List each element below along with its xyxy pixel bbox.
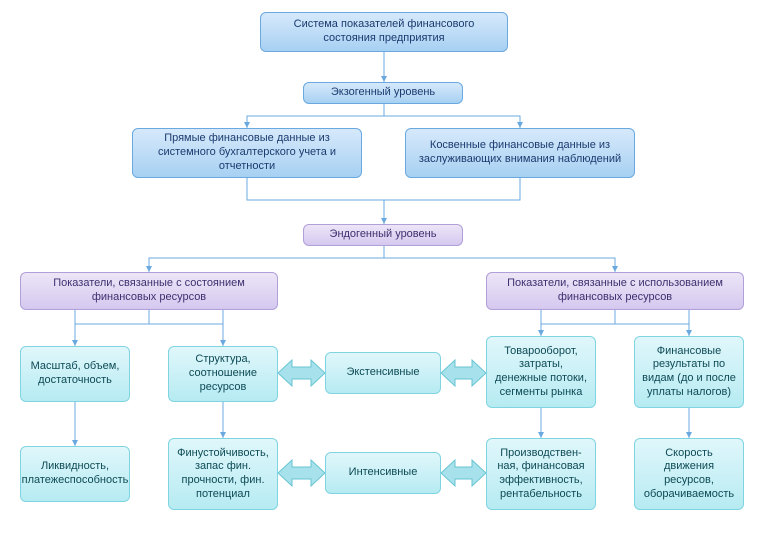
node-label: Эндогенный уровень xyxy=(330,228,437,242)
node-label: Товарооборот, затраты, денежные потоки, … xyxy=(493,345,589,400)
node-root: Система показателей финансового состояни… xyxy=(260,12,508,52)
node-label: Косвенные финансовые данные из заслужива… xyxy=(412,139,628,167)
node-scale: Масштаб, объем, достаточность xyxy=(20,346,130,402)
node-struct: Структура, соотношение ресурсов xyxy=(168,346,278,402)
node-label: Финустойчивость, запас фин. прочности, ф… xyxy=(175,447,271,502)
node-stability: Финустойчивость, запас фин. прочности, ф… xyxy=(168,438,278,510)
double-arrow-left-int xyxy=(278,458,325,488)
node-liquid: Ликвидность, платежеспособность xyxy=(20,446,130,502)
node-label: Финансовые результаты по видам (до и пос… xyxy=(641,345,737,400)
node-label: Масштаб, объем, достаточность xyxy=(27,360,123,388)
node-turnover: Товарооборот, затраты, денежные потоки, … xyxy=(486,336,596,408)
node-int: Интенсивные xyxy=(325,452,441,494)
node-endo: Эндогенный уровень xyxy=(303,224,463,246)
node-label: Производствен-ная, финансовая эффективно… xyxy=(493,447,589,502)
node-finres: Финансовые результаты по видам (до и пос… xyxy=(634,336,744,408)
double-arrow-left-ext xyxy=(278,358,325,388)
node-prod: Производствен-ная, финансовая эффективно… xyxy=(486,438,596,510)
node-state: Показатели, связанные с состоянием финан… xyxy=(20,272,278,310)
double-arrow-right-ext xyxy=(441,358,486,388)
node-label: Показатели, связанные с использованием ф… xyxy=(493,277,737,305)
double-arrow-right-int xyxy=(441,458,486,488)
node-label: Скорость движения ресурсов, оборачиваемо… xyxy=(641,447,737,502)
node-label: Система показателей финансового состояни… xyxy=(267,18,501,46)
node-label: Структура, соотношение ресурсов xyxy=(175,353,271,394)
node-label: Интенсивные xyxy=(349,466,418,480)
node-indirect: Косвенные финансовые данные из заслужива… xyxy=(405,128,635,178)
node-direct: Прямые финансовые данные из системного б… xyxy=(132,128,362,178)
node-label: Показатели, связанные с состоянием финан… xyxy=(27,277,271,305)
node-label: Ликвидность, платежеспособность xyxy=(22,460,129,488)
node-ext: Экстенсивные xyxy=(325,352,441,394)
node-speed: Скорость движения ресурсов, оборачиваемо… xyxy=(634,438,744,510)
node-label: Экстенсивные xyxy=(346,366,419,380)
node-label: Экзогенный уровень xyxy=(331,86,435,100)
node-label: Прямые финансовые данные из системного б… xyxy=(139,132,355,173)
node-use: Показатели, связанные с использованием ф… xyxy=(486,272,744,310)
node-exo: Экзогенный уровень xyxy=(303,82,463,104)
